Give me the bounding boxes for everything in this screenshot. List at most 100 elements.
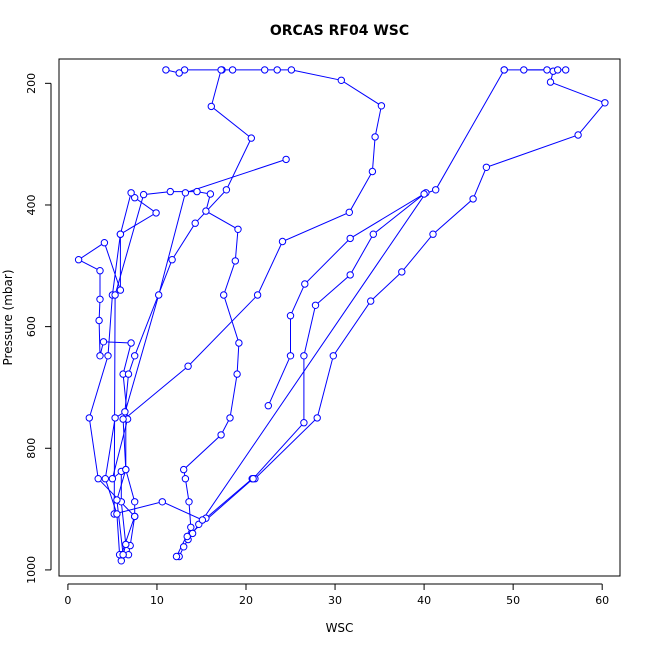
data-point [124,370,133,378]
data-point [183,532,191,541]
data-point [172,552,181,561]
data-point [113,496,121,504]
data-point [286,352,295,360]
data-point [574,131,582,139]
y-tick-label: 400 [25,194,38,215]
data-point [131,194,139,202]
series-line-1 [178,69,606,557]
x-axis: 0 10 20 30 40 50 60 [64,583,609,607]
x-axis-label: WSC [326,621,354,635]
data-point [231,257,240,265]
data-point [175,69,183,77]
x-tick-label: 0 [64,594,71,607]
data-point [111,414,119,422]
data-point [562,66,570,74]
data-point [226,414,234,422]
data-point [286,312,295,320]
data-point [217,66,225,74]
data-point [95,316,103,325]
plot-frame [58,58,621,577]
data-point [432,186,440,194]
data-point [235,339,243,347]
y-tick-label: 200 [25,73,38,94]
data-point [329,352,337,360]
series-line-7 [186,69,505,537]
data-point [217,431,225,439]
data-point [139,190,148,199]
data-point [300,352,308,360]
chart-title: ORCAS RF04 WSC [270,23,409,39]
data-point [368,167,377,176]
x-tick-label: 10 [150,594,164,607]
data-point [152,209,160,217]
series-line-6 [116,158,287,555]
x-tick-label: 30 [328,594,342,607]
data-point [300,419,308,427]
plot-lines [77,69,606,561]
data-point [111,291,119,299]
x-tick-label: 40 [417,594,431,607]
data-point [377,102,386,110]
data-point [185,498,193,506]
data-point [180,66,189,74]
data-point [104,352,112,360]
data-point [345,208,353,217]
data-point [162,66,170,74]
data-point [96,295,104,303]
y-tick-label: 600 [25,316,38,337]
data-point [261,66,269,74]
data-point [482,163,491,172]
data-point [119,415,127,423]
data-point [346,234,354,243]
data-point [233,370,241,378]
data-point [369,230,377,238]
data-point [96,352,104,360]
data-point [101,475,110,483]
data-point [108,475,117,483]
data-point [131,512,139,521]
data-point [546,78,555,86]
data-point [94,475,102,483]
data-point [264,402,272,410]
data-point [131,352,139,360]
data-point [116,230,125,238]
data-point [253,291,262,299]
data-point [198,516,207,524]
data-point [429,230,437,238]
data-point [180,465,188,474]
data-point [249,475,257,483]
data-point [191,219,199,227]
data-point [131,498,139,506]
data-point [117,557,126,565]
data-point [520,66,528,74]
data-point [96,267,104,275]
data-point [193,187,201,196]
data-point [500,66,508,74]
x-tick-label: 50 [506,594,520,607]
data-point [168,256,176,264]
data-point [122,465,130,474]
data-point [301,280,309,288]
data-point [220,291,228,299]
data-point [180,543,188,551]
y-axis-label: Pressure (mbar) [1,269,15,365]
data-point [398,268,406,276]
data-point [311,301,320,309]
data-point [346,271,354,279]
data-point [166,187,175,196]
plot-points [74,66,609,565]
data-point [127,339,135,347]
data-point [247,134,256,142]
data-point [184,362,192,370]
data-point [181,189,190,197]
data-point [181,475,190,483]
data-point [420,190,428,198]
data-point [313,414,321,422]
series-line-2 [125,69,382,555]
data-point [113,510,121,518]
x-tick-label: 60 [595,594,609,607]
data-point [543,66,551,74]
data-point [122,540,130,549]
data-point [202,207,210,215]
